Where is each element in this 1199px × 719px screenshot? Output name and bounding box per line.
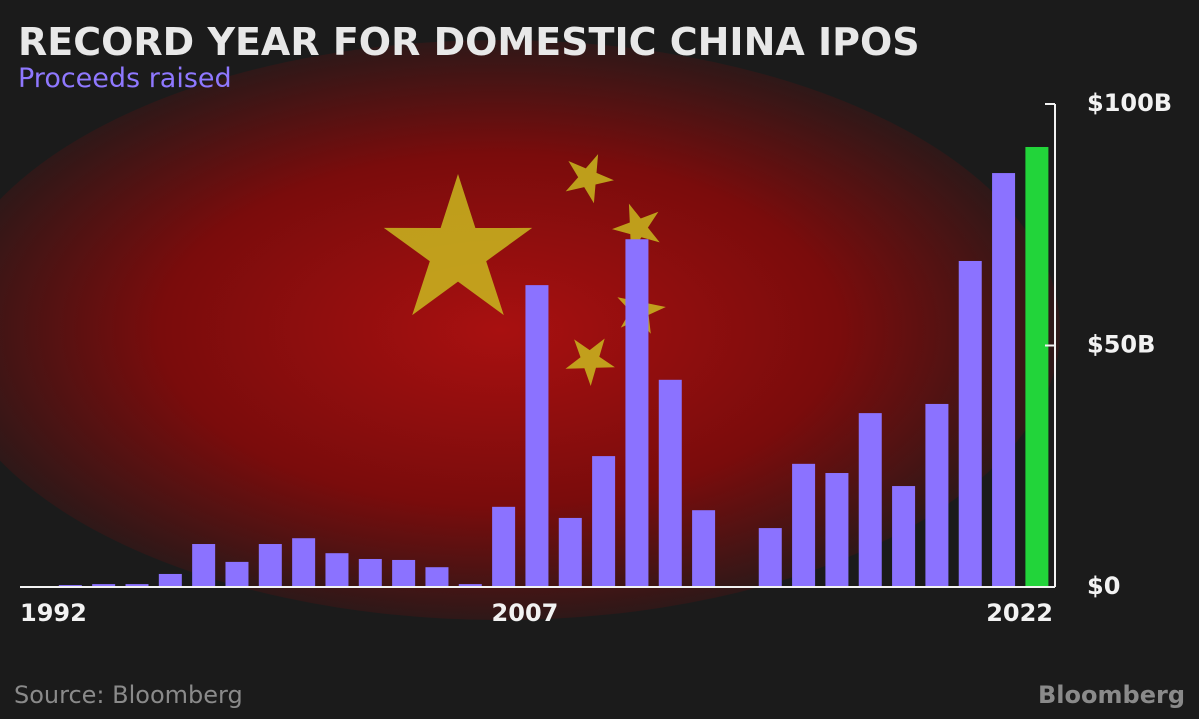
y-tick-label: $0 bbox=[1087, 572, 1120, 600]
flag-star bbox=[383, 174, 533, 316]
x-tick-label: 1992 bbox=[20, 599, 87, 627]
bar bbox=[992, 173, 1016, 587]
bar bbox=[125, 584, 149, 587]
bar bbox=[158, 573, 182, 587]
y-tick-label: $50B bbox=[1087, 331, 1155, 359]
flag-star bbox=[612, 203, 660, 253]
bar bbox=[92, 584, 116, 587]
bar bbox=[492, 506, 516, 587]
chart-title: RECORD YEAR FOR DOMESTIC CHINA IPOS bbox=[18, 20, 920, 64]
bar bbox=[925, 403, 949, 587]
bar bbox=[658, 379, 682, 587]
x-tick-label: 2007 bbox=[492, 599, 559, 627]
bar bbox=[392, 559, 416, 587]
bar bbox=[292, 538, 316, 587]
bar bbox=[858, 413, 882, 587]
bar bbox=[225, 561, 249, 587]
brand: Bloomberg bbox=[1038, 681, 1185, 709]
flag-star bbox=[565, 338, 615, 386]
bar bbox=[525, 285, 549, 587]
bar bbox=[258, 544, 282, 587]
bar bbox=[692, 510, 716, 587]
bar bbox=[558, 517, 582, 587]
bar bbox=[1025, 146, 1049, 587]
flag-star bbox=[565, 154, 614, 204]
bar bbox=[325, 553, 349, 587]
bar bbox=[192, 544, 216, 587]
bar bbox=[825, 473, 849, 587]
bar bbox=[458, 584, 482, 587]
bar bbox=[358, 558, 382, 587]
bar bbox=[958, 260, 982, 587]
chart-subtitle: Proceeds raised bbox=[18, 63, 232, 94]
bar bbox=[425, 567, 449, 587]
source: Source: Bloomberg bbox=[14, 681, 243, 709]
bar bbox=[625, 239, 649, 588]
bar bbox=[758, 528, 782, 587]
bar bbox=[592, 456, 616, 587]
y-tick-label: $100B bbox=[1087, 89, 1172, 117]
x-tick-label: 2022 bbox=[986, 599, 1053, 627]
bar bbox=[892, 486, 916, 587]
bar bbox=[792, 463, 816, 587]
